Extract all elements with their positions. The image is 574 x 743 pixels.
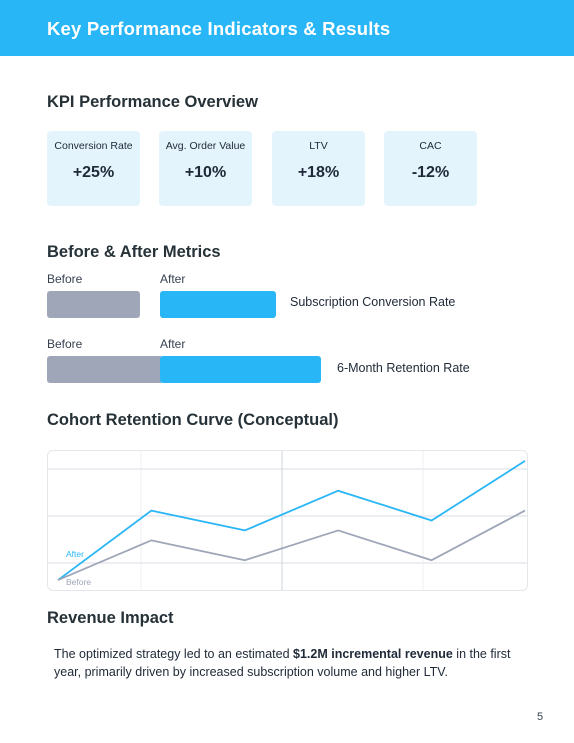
- before-bar-retention: [47, 356, 163, 383]
- kpi-label: CAC: [419, 140, 442, 152]
- metric-name-subscription-conversion: Subscription Conversion Rate: [290, 295, 456, 309]
- revenue-paragraph: The optimized strategy led to an estimat…: [54, 645, 514, 681]
- header-banner: Key Performance Indicators & Results: [0, 0, 574, 56]
- series-line-after: [57, 460, 526, 581]
- metric-name-retention: 6-Month Retention Rate: [337, 361, 470, 375]
- kpi-card-ltv: LTV +18%: [272, 131, 365, 206]
- kpi-label: Conversion Rate: [54, 140, 133, 152]
- before-label: Before: [47, 337, 83, 351]
- cohort-retention-chart: After Before: [47, 450, 528, 591]
- kpi-value: +10%: [184, 164, 227, 181]
- before-bar-subscription-conversion: [47, 291, 140, 318]
- revenue-highlight: $1.2M incremental revenue: [293, 647, 453, 661]
- before-label: Before: [47, 272, 83, 286]
- kpi-value: -12%: [411, 164, 450, 181]
- after-label: After: [160, 337, 186, 351]
- kpi-value: +25%: [72, 164, 115, 181]
- kpi-label: Avg. Order Value: [165, 140, 246, 152]
- after-label: After: [160, 272, 186, 286]
- kpi-card-conversion-rate: Conversion Rate +25%: [47, 131, 140, 206]
- chart-series: [57, 460, 526, 581]
- after-bar-retention: [160, 356, 321, 383]
- before-after-heading: Before & After Metrics: [47, 243, 221, 261]
- page-title: Key Performance Indicators & Results: [47, 18, 391, 39]
- revenue-text-start: The optimized strategy led to an estimat…: [54, 647, 294, 661]
- after-bar-subscription-conversion: [160, 291, 276, 318]
- cohort-chart-svg: After Before: [48, 451, 527, 590]
- kpi-card-cac: CAC -12%: [384, 131, 477, 206]
- revenue-text-end: in the first year, primarily driven by i…: [54, 647, 511, 679]
- series-label-before: Before: [66, 577, 91, 587]
- kpi-section-heading: KPI Performance Overview: [47, 93, 258, 111]
- revenue-heading: Revenue Impact: [47, 609, 174, 627]
- chart-grid: [48, 451, 527, 590]
- chart-labels: After Before: [66, 549, 91, 587]
- kpi-label: LTV: [309, 140, 328, 152]
- page-number: 5: [537, 711, 544, 723]
- kpi-card-avg-order-value: Avg. Order Value +10%: [159, 131, 252, 206]
- series-label-after: After: [66, 549, 84, 559]
- kpi-value: +18%: [297, 164, 340, 181]
- cohort-heading: Cohort Retention Curve (Conceptual): [47, 411, 339, 429]
- series-line-before: [57, 509, 526, 581]
